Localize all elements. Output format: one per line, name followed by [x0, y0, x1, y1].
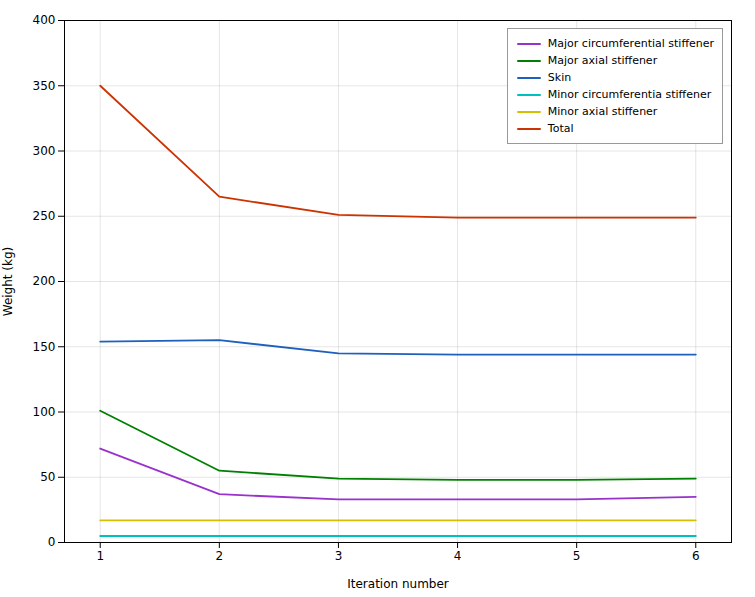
svg-text:100: 100	[33, 405, 56, 419]
svg-text:200: 200	[33, 274, 56, 288]
svg-text:50: 50	[40, 470, 55, 484]
svg-text:6: 6	[692, 549, 700, 563]
svg-text:4: 4	[454, 549, 462, 563]
svg-text:150: 150	[33, 340, 56, 354]
svg-text:2: 2	[216, 549, 224, 563]
html-text:Minor circumferentia stiffener: Minor circumferentia stiffener	[547, 88, 712, 101]
svg-text:3: 3	[335, 549, 343, 563]
svg-text:1: 1	[96, 549, 104, 563]
html-text:Total: Total	[547, 122, 574, 135]
svg-text:0: 0	[48, 535, 56, 549]
svg-text:250: 250	[33, 209, 56, 223]
svg-text:Weight (kg): Weight (kg)	[1, 247, 15, 317]
html-text:Major axial stiffener: Major axial stiffener	[547, 54, 658, 67]
svg-text:400: 400	[33, 13, 56, 27]
html-text:Minor axial stiffener: Minor axial stiffener	[547, 105, 658, 118]
svg-text:350: 350	[33, 79, 56, 93]
html-text:Skin: Skin	[547, 71, 572, 84]
html-text:Major circumferential stiffene: Major circumferential stiffener	[547, 37, 714, 50]
svg-text:5: 5	[573, 549, 581, 563]
svg-text:300: 300	[33, 144, 56, 158]
svg-text:Iteration number: Iteration number	[347, 577, 449, 591]
